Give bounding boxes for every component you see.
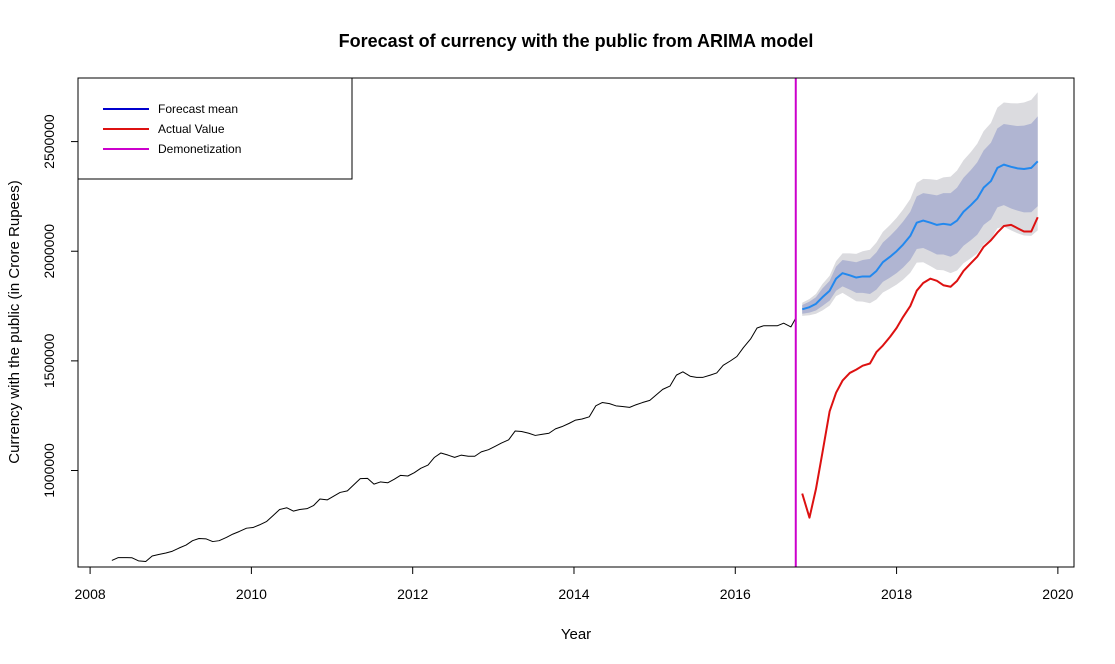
y-tick-label: 2000000 <box>41 224 57 279</box>
legend-label: Actual Value <box>158 122 225 136</box>
forecast-band-80 <box>802 116 1038 314</box>
x-axis-label: Year <box>561 626 591 643</box>
x-tick-label: 2010 <box>236 586 267 602</box>
x-tick-label: 2020 <box>1042 586 1073 602</box>
forecast-series-line <box>801 160 1039 311</box>
legend: Forecast mean Actual Value Demonetization <box>77 77 353 180</box>
y-tick-label: 1000000 <box>41 443 57 498</box>
legend-label: Demonetization <box>158 142 241 156</box>
x-tick-label: 2012 <box>397 586 428 602</box>
forecast-interval-80 <box>802 116 1038 314</box>
actual-series-line <box>801 216 1039 519</box>
x-tick-label: 2014 <box>558 586 589 602</box>
historical-series-line <box>111 317 797 563</box>
x-tick-label: 2008 <box>75 586 106 602</box>
y-tick-label: 2500000 <box>41 114 57 169</box>
legend-label: Forecast mean <box>158 102 238 116</box>
x-tick-label: 2016 <box>720 586 751 602</box>
y-axis-label: Currency with the public (in Crore Rupee… <box>6 180 23 463</box>
x-tick-label: 2018 <box>881 586 912 602</box>
x-axis: 2008 2010 2012 2014 2016 2018 2020 <box>75 567 1074 602</box>
chart-title: Forecast of currency with the public fro… <box>339 31 814 51</box>
y-axis: 1000000 1500000 2000000 2500000 <box>41 114 78 498</box>
y-tick-label: 1500000 <box>41 333 57 388</box>
plot-frame <box>77 77 1075 568</box>
series-lines <box>111 160 1039 563</box>
